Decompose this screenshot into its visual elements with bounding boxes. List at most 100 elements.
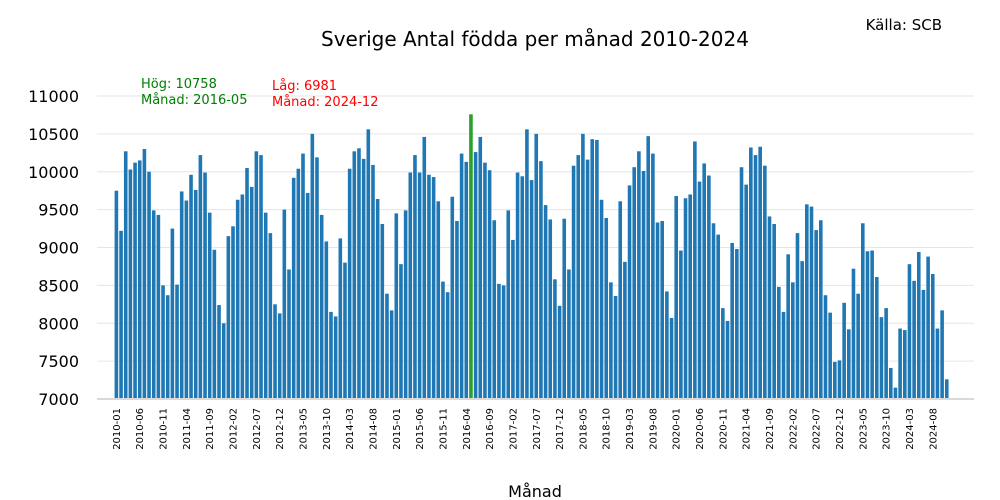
bar — [301, 153, 305, 399]
bar — [595, 139, 599, 399]
x-tick-label: 2019-03 — [625, 408, 636, 450]
x-tick-label: 2021-04 — [742, 408, 753, 450]
bar — [324, 241, 329, 399]
bar — [371, 164, 375, 399]
bar — [161, 285, 165, 400]
x-tick-label: 2014-08 — [368, 408, 379, 450]
x-tick-label: 2022-12 — [835, 408, 846, 450]
bar — [828, 312, 832, 399]
bar — [235, 199, 240, 399]
x-tick-label: 2019-08 — [648, 408, 659, 450]
bar — [637, 151, 641, 399]
bar — [431, 177, 436, 399]
x-tick-label: 2010-06 — [135, 408, 146, 450]
y-tick-label: 10000 — [28, 163, 79, 182]
bar — [847, 329, 851, 399]
x-tick-label: 2010-01 — [112, 408, 123, 450]
bar — [567, 269, 571, 399]
bar — [319, 214, 324, 399]
bar — [842, 302, 846, 399]
bar — [716, 234, 720, 399]
bar — [907, 264, 912, 399]
bar — [501, 285, 506, 400]
y-tick-label: 9000 — [38, 239, 79, 258]
bar — [926, 256, 930, 399]
bar — [697, 181, 702, 399]
bar — [385, 293, 389, 399]
bar — [856, 293, 860, 399]
bar — [725, 320, 730, 399]
bar — [352, 151, 357, 399]
x-tick-label: 2015-11 — [438, 408, 449, 450]
y-tick-label: 8000 — [38, 314, 79, 333]
bar — [921, 289, 926, 399]
bar — [898, 328, 902, 399]
bar — [198, 155, 203, 399]
bar — [665, 291, 669, 399]
bar — [282, 209, 287, 400]
bar — [786, 254, 790, 399]
bar — [217, 305, 221, 399]
bar — [781, 311, 786, 399]
bar — [585, 159, 590, 399]
bar — [296, 168, 301, 399]
bar — [133, 162, 137, 399]
bar — [142, 149, 147, 399]
x-tick-label: 2023-10 — [882, 408, 893, 450]
bar — [935, 328, 940, 399]
bar — [268, 233, 273, 399]
bar — [721, 308, 725, 399]
y-tick-label: 11000 — [28, 87, 79, 106]
bar — [805, 204, 809, 399]
bar — [679, 250, 683, 399]
bar — [147, 171, 151, 399]
x-tick-label: 2018-05 — [578, 408, 589, 450]
bar — [464, 161, 469, 399]
bar — [333, 316, 338, 399]
bar — [604, 217, 609, 399]
bar — [599, 199, 604, 399]
bar — [632, 167, 637, 399]
bar — [735, 249, 739, 399]
bar — [609, 282, 613, 399]
bar — [819, 220, 823, 399]
x-tick-label: 2010-11 — [159, 408, 170, 450]
bar — [571, 165, 576, 399]
bar — [114, 190, 119, 399]
bar — [226, 236, 231, 399]
bar — [291, 177, 296, 399]
bar — [753, 155, 758, 399]
bar — [273, 304, 277, 399]
x-tick-label: 2017-02 — [508, 408, 519, 450]
bar — [739, 167, 744, 399]
bar — [473, 152, 478, 399]
bar — [627, 185, 632, 399]
bar — [179, 191, 184, 399]
bar-highlight — [469, 114, 473, 399]
bar — [151, 210, 156, 399]
bar — [833, 361, 837, 399]
bar — [422, 136, 427, 399]
bar — [413, 155, 417, 399]
x-tick-label: 2022-02 — [788, 408, 799, 450]
x-tick-label: 2020-11 — [718, 408, 729, 450]
x-tick-label: 2012-07 — [252, 408, 263, 450]
bar — [455, 220, 459, 399]
y-tick-label: 7500 — [38, 352, 79, 371]
bar — [375, 199, 380, 399]
bar — [389, 310, 394, 399]
y-tick-label: 9500 — [38, 201, 79, 220]
bar — [660, 220, 664, 399]
bar — [240, 194, 245, 399]
bar — [357, 148, 361, 399]
bar — [795, 233, 800, 399]
bar — [525, 129, 529, 399]
bar — [749, 147, 753, 399]
x-tick-label: 2021-09 — [765, 408, 776, 450]
bar — [618, 201, 623, 399]
chart-title: Sverige Antal födda per månad 2010-2024 — [321, 27, 749, 51]
x-tick-label: 2017-12 — [555, 408, 566, 450]
bar — [361, 158, 366, 399]
x-tick-label: 2013-10 — [322, 408, 333, 450]
